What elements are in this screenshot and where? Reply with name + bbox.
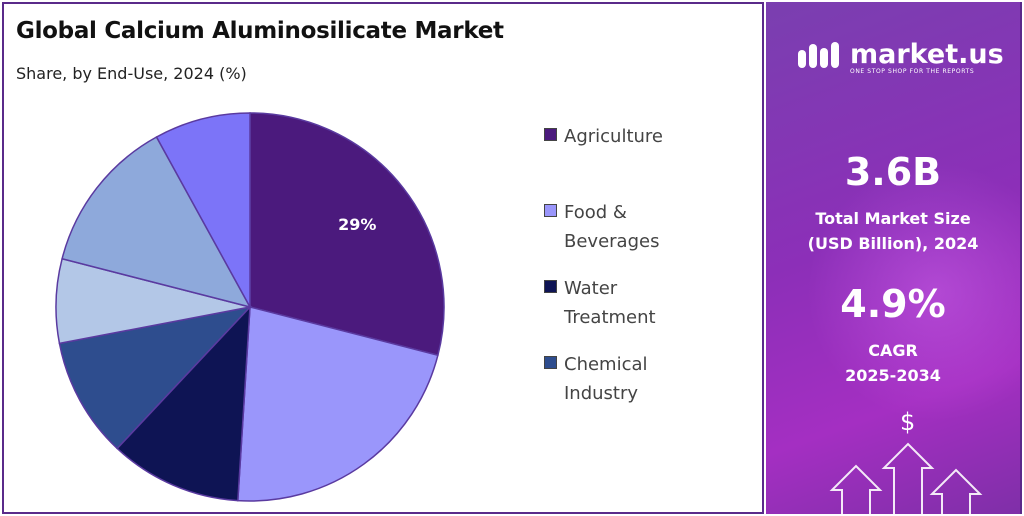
legend-item: Food & Beverages (544, 198, 694, 256)
chart-title: Global Calcium Aluminosilicate Market (16, 18, 504, 44)
brand-name: market.us (850, 39, 1004, 70)
growth-arrows-icon (829, 442, 983, 514)
pie-data-label-1: 29% (338, 215, 376, 234)
summary-panel: market.us ONE STOP SHOP FOR THE REPORTS … (766, 2, 1022, 514)
pie-slice-6 (61, 135, 252, 309)
market-size-label-line1: Total Market Size (815, 209, 971, 228)
chart-subtitle: Share, by End-Use, 2024 (%) (16, 64, 247, 83)
market-size-label: Total Market Size (USD Billion), 2024 (766, 206, 1020, 256)
panel-glow (806, 162, 1020, 422)
legend-swatch (544, 356, 557, 369)
pie-slice-4 (58, 305, 253, 450)
legend-swatch (544, 280, 557, 293)
dollar-icon: $ (900, 408, 916, 436)
legend-label: Food & Beverages (564, 202, 660, 252)
market-size-label-line2: (USD Billion), 2024 (807, 234, 979, 253)
market-size-value: 3.6B (844, 150, 942, 194)
pie-slice-2 (237, 306, 439, 502)
pie-slice-7 (155, 112, 251, 308)
pie-slice-1 (249, 112, 445, 357)
market-us-logo-icon (798, 42, 839, 68)
legend-swatch (544, 204, 557, 217)
legend-item: Agriculture (544, 122, 694, 151)
pie-slice-3 (116, 304, 251, 502)
legend-label: Water Treatment (564, 278, 656, 328)
brand-tagline: ONE STOP SHOP FOR THE REPORTS (850, 68, 975, 75)
chart-panel: Global Calcium Aluminosilicate Market Sh… (2, 2, 764, 514)
legend-label: Chemical Industry (564, 354, 648, 404)
cagr-label-line1: CAGR (868, 341, 918, 360)
pie-chart: 29% (55, 112, 445, 502)
cagr-value: 4.9% (840, 282, 946, 326)
cagr-label-line2: 2025-2034 (845, 366, 941, 385)
cagr-label: CAGR 2025-2034 (766, 338, 1020, 388)
legend-item: Water Treatment (544, 274, 694, 332)
legend-label: Agriculture (564, 126, 663, 147)
legend-item: Chemical Industry (544, 350, 694, 408)
brand-logo: market.us (796, 40, 1004, 70)
legend-swatch (544, 128, 557, 141)
